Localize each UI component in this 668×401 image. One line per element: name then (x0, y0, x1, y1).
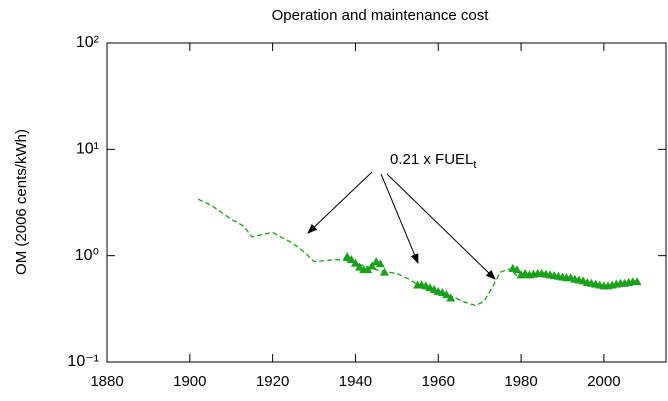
y-tick-label: 10¹ (76, 141, 99, 158)
x-tick-label: 1980 (504, 373, 537, 390)
x-tick-label: 1960 (422, 373, 455, 390)
annotation-text: 0.21 x FUEL (390, 151, 473, 168)
triangle-marker (442, 290, 452, 299)
triangle-marker (379, 267, 389, 276)
x-tick-label: 1940 (339, 373, 372, 390)
x-tick-label: 1920 (256, 373, 289, 390)
plot-border (106, 42, 667, 363)
y-axis-label: OM (2006 cents/kWh) (13, 129, 30, 275)
triangle-marker (342, 252, 352, 261)
triangle-marker (350, 258, 360, 267)
dashed-line (197, 198, 518, 307)
triangle-marker (367, 261, 377, 270)
y-tick-label: 10⁰ (75, 247, 99, 264)
triangle-marker (446, 293, 456, 302)
triangle-marker (512, 265, 522, 274)
triangle-marker (375, 259, 385, 268)
chart-title: Operation and maintenance cost (272, 7, 490, 24)
x-tick-label: 1900 (173, 373, 206, 390)
annotation-arrows (307, 171, 496, 280)
triangle-marker (346, 255, 356, 264)
x-tick-label: 2000 (587, 373, 620, 390)
annotation: 0.21 x FUELt (390, 151, 476, 171)
x-tick-label: 1880 (90, 373, 123, 390)
y-tick-label: 10⁻¹ (67, 353, 99, 370)
y-tick-label: 10² (76, 34, 100, 51)
annotation-subscript: t (473, 159, 476, 171)
triangle-marker (632, 277, 642, 286)
